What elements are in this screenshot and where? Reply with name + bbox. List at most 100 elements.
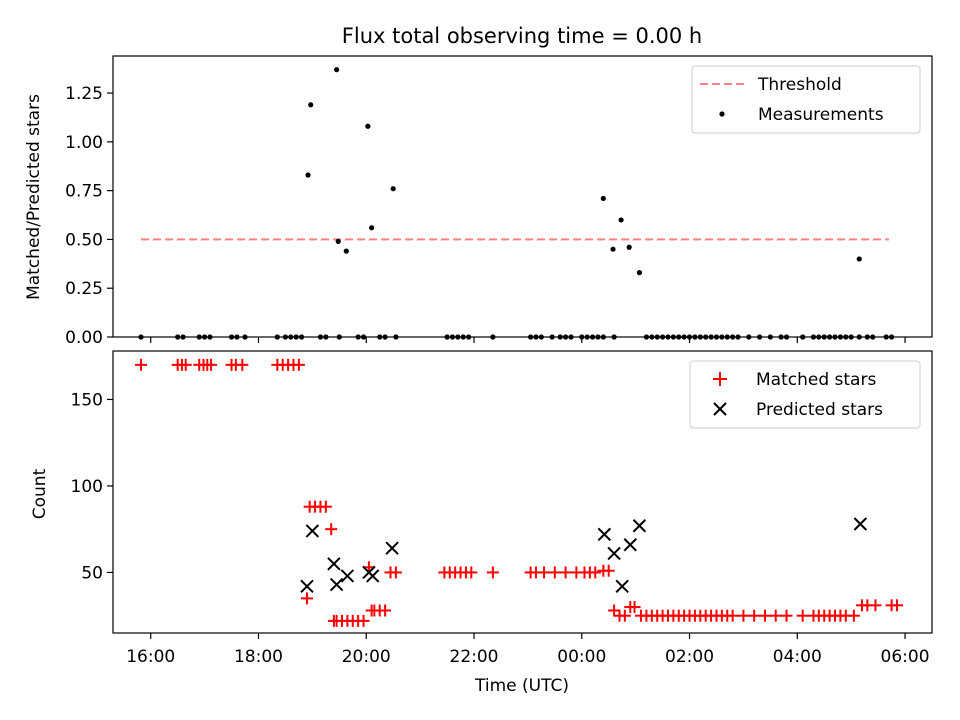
threshold-legend-label: Threshold [757,75,842,95]
measurement-point [334,67,340,73]
star-count-y-ticks: 50 100 150 [71,390,113,583]
y-tick-label: 50 [81,563,103,583]
x-tick-label: 02:00 [665,647,714,667]
predicted-star-point [607,546,621,561]
measurement-point [343,248,349,254]
predicted-star-point [329,577,344,592]
predicted-stars-legend-marker [713,402,727,416]
measurement-point [610,246,616,252]
matched-star-point [538,566,551,579]
flux-ratio-panel: Flux total observing time = 0.00 h 0.000… [24,24,933,348]
y-tick-label: 150 [71,390,103,410]
measurement-point [636,270,643,276]
matched-star-point [179,358,192,371]
chart-title: Flux total observing time = 0.00 h [342,24,702,48]
predicted-star-point [632,519,647,533]
x-tick-label: 16:00 [126,647,175,667]
flux-ratio-legend: Threshold Measurements [691,65,921,134]
matched-star-point [748,609,761,622]
star-count-plot-area [135,358,903,627]
matched-star-point [737,609,750,622]
matched-star-point [292,358,305,371]
legend-frame [689,360,921,429]
matched-star-point [796,609,809,622]
x-tick-label: 06:00 [881,647,930,667]
measurement-point [618,217,624,223]
measurements-legend-marker [719,111,725,117]
matched-star-point [847,609,860,622]
y-tick-label: 0.00 [65,328,103,348]
predicted-star-point [385,541,399,555]
predicted-stars-legend-label: Predicted stars [756,400,883,420]
y-tick-label: 0.50 [65,230,103,250]
matched-star-point [890,599,903,612]
y-tick-label: 1.25 [65,84,103,104]
star-count-legend: Matched stars Predicted stars [689,360,921,429]
matched-star-point [205,358,218,371]
measurement-point [856,256,862,262]
x-tick-label: 04:00 [773,647,822,667]
predicted-star-point [623,538,637,552]
matched-star-point [559,566,572,579]
predicted-star-point [366,569,380,583]
measurement-point [626,244,632,250]
matched-star-point [135,358,148,371]
matched-star-point [548,566,561,579]
matched-star-point [602,564,615,577]
flux-ratio-y-ticks: 0.00 0.25 0.50 0.75 1.00 1.25 [65,84,113,348]
predicted-star-point [327,557,341,571]
measurement-point [305,172,311,178]
y-tick-label: 0.25 [65,279,103,299]
matched-star-point [357,614,370,627]
y-tick-label: 0.75 [65,182,103,202]
matched-star-point [769,609,782,622]
star-count-x-ticks: 16:00 18:00 20:00 22:00 00:00 02:00 04:00 06:00 [126,633,930,667]
legend-frame [691,65,921,134]
x-tick-label: 18:00 [234,647,283,667]
predicted-star-point [853,517,868,531]
matched-star-point [589,566,602,579]
x-tick-label: 00:00 [557,647,606,667]
matched-stars-legend-label: Matched stars [756,370,876,390]
predicted-star-point [340,569,355,583]
matched-star-point [319,500,332,513]
flux-ratio-axes-frame [112,55,933,338]
matched-star-point [726,609,739,622]
predicted-star-point [305,524,320,538]
measurement-point [369,225,375,231]
x-tick-label: 22:00 [450,647,499,667]
matched-star-point [758,609,771,622]
matched-star-point [379,604,392,617]
matched-star-point [236,358,249,371]
predicted-star-point [300,579,314,593]
matched-star-point [628,601,641,614]
measurement-point [600,195,606,202]
predicted-star-point [597,527,612,542]
matched-star-point [608,604,621,617]
matched-star-point [465,566,478,579]
measurement-point [335,238,341,244]
matched-star-point [325,523,338,536]
x-tick-label: 20:00 [342,647,391,667]
matched-star-point [869,599,882,612]
predicted-star-point [615,579,629,593]
matched-star-point [486,566,499,579]
measurement-point [308,102,314,108]
measurement-point [390,186,396,192]
star-count-axes-frame [112,350,933,634]
matched-star-point [780,609,793,622]
measurements-legend-label: Measurements [758,105,884,125]
y-tick-label: 1.00 [65,133,103,153]
matched-star-point [618,609,631,622]
matched-star-point [389,566,402,579]
x-axis-label: Time (UTC) [474,676,569,696]
matched-star-point [300,592,313,605]
flux-ratio-y-axis-label: Matched/Predicted stars [24,94,44,300]
star-count-panel: 50 100 150 16:00 18:00 20:00 22:00 00:00 02:00 0… [30,350,933,696]
measurement-point [365,123,371,129]
matched-stars-legend-marker [713,372,727,386]
y-tick-label: 100 [71,477,103,497]
star-count-y-axis-label: Count [30,468,50,519]
flux-ratio-x-ticks [150,337,906,343]
